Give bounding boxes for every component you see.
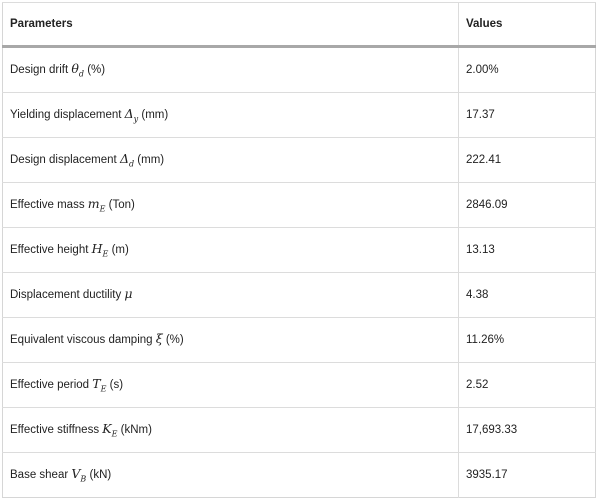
parameter-label: Effective height	[10, 244, 92, 257]
symbol: H	[91, 241, 103, 257]
parameter-symbol: μ	[124, 286, 132, 301]
parameter-unit: (kN)	[86, 469, 112, 482]
symbol-subscript: B	[80, 474, 87, 484]
header-row: Parameters Values	[2, 2, 596, 48]
table-row: Effective stiffness KE (kNm) 17,693.33	[2, 407, 596, 453]
symbol: T	[92, 376, 101, 392]
value-cell: 11.26%	[458, 317, 596, 363]
table-row: Displacement ductility μ 4.38	[2, 272, 596, 318]
parameter-symbol: TE	[92, 376, 107, 394]
value-cell: 2.52	[458, 362, 596, 408]
parameter-cell: Effective period TE (s)	[2, 362, 459, 408]
parameter-label: Design displacement	[10, 154, 120, 167]
parameter-cell: Equivalent viscous damping ξ (%)	[2, 317, 459, 363]
parameter-label: Displacement ductility	[10, 289, 125, 302]
parameter-unit: (mm)	[138, 109, 169, 122]
parameter-label: Base shear	[10, 469, 72, 482]
parameter-cell: Design drift θd (%)	[2, 46, 459, 93]
value-cell: 17.37	[458, 92, 596, 138]
parameter-symbol: θd	[71, 61, 85, 79]
value-cell: 2.00%	[458, 46, 596, 93]
table-row: Effective period TE (s) 2.52	[2, 362, 596, 408]
header-parameters: Parameters	[2, 2, 459, 48]
symbol: K	[102, 421, 112, 437]
symbol-subscript: y	[133, 114, 139, 124]
symbol-subscript: E	[111, 429, 118, 439]
symbol-subscript: E	[100, 384, 107, 394]
symbol: Δ	[124, 106, 134, 122]
value-cell: 222.41	[458, 137, 596, 183]
parameter-label: Design drift	[10, 64, 72, 77]
parameter-label: Yielding displacement	[10, 109, 125, 122]
parameter-cell: Yielding displacement Δy (mm)	[2, 92, 459, 138]
parameter-symbol: mE	[87, 196, 106, 214]
table-row: Effective mass mE (Ton) 2846.09	[2, 182, 596, 228]
symbol-subscript: d	[78, 69, 85, 79]
parameter-label: Effective mass	[10, 199, 88, 212]
symbol: V	[71, 466, 81, 482]
parameter-symbol: Δd	[119, 151, 135, 169]
parameter-cell: Effective stiffness KE (kNm)	[2, 407, 459, 453]
symbol-subscript: E	[99, 204, 106, 214]
value-cell: 3935.17	[458, 452, 596, 498]
parameter-symbol: KE	[102, 421, 118, 439]
parameter-label: Effective stiffness	[10, 424, 103, 437]
parameter-label: Effective period	[10, 379, 93, 392]
symbol: ξ	[155, 331, 163, 347]
table-row: Design displacement Δd (mm) 222.41	[2, 137, 596, 183]
parameter-unit: (%)	[84, 64, 106, 77]
table-row: Equivalent viscous damping ξ (%) 11.26%	[2, 317, 596, 363]
symbol: μ	[124, 286, 133, 302]
parameter-label: Equivalent viscous damping	[10, 334, 156, 347]
symbol: m	[87, 196, 100, 212]
table-row: Effective height HE (m) 13.13	[2, 227, 596, 273]
parameter-unit: (kNm)	[117, 424, 152, 437]
parameter-unit: (%)	[162, 334, 184, 347]
parameter-symbol: HE	[91, 241, 109, 259]
value-cell: 13.13	[458, 227, 596, 273]
symbol: Δ	[119, 151, 129, 167]
value-cell: 17,693.33	[458, 407, 596, 453]
table-row: Base shear VB (kN) 3935.17	[2, 452, 596, 498]
value-cell: 4.38	[458, 272, 596, 318]
table-row: Yielding displacement Δy (mm) 17.37	[2, 92, 596, 138]
parameter-cell: Design displacement Δd (mm)	[2, 137, 459, 183]
parameter-unit: (s)	[106, 379, 124, 392]
symbol: θ	[71, 61, 79, 77]
value-cell: 2846.09	[458, 182, 596, 228]
symbol-subscript: d	[128, 159, 135, 169]
header-values: Values	[458, 2, 596, 48]
parameter-symbol: Δy	[124, 106, 139, 124]
parameter-cell: Effective height HE (m)	[2, 227, 459, 273]
parameter-symbol: ξ	[156, 331, 163, 346]
parameter-unit: (mm)	[134, 154, 165, 167]
parameter-unit: (Ton)	[105, 199, 135, 212]
parameter-symbol: VB	[71, 466, 87, 484]
parameter-cell: Displacement ductility μ	[2, 272, 459, 318]
parameter-unit: (m)	[108, 244, 129, 257]
parameter-cell: Effective mass mE (Ton)	[2, 182, 459, 228]
symbol-subscript: E	[102, 249, 109, 259]
parameter-cell: Base shear VB (kN)	[2, 452, 459, 498]
table-row: Design drift θd (%) 2.00%	[2, 46, 596, 93]
